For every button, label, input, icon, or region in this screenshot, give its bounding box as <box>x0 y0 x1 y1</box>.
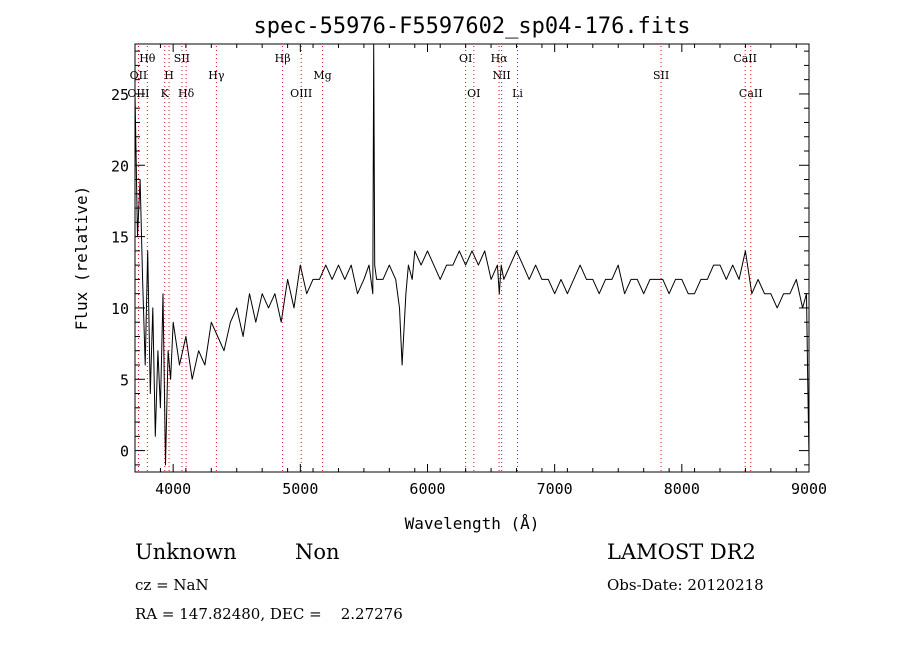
line-marker-label: NII <box>492 69 510 82</box>
survey-name: LAMOST DR2 <box>607 540 756 564</box>
y-tick-label: 10 <box>111 300 129 318</box>
series-group <box>134 43 810 466</box>
line-marker-label: OIII <box>290 87 312 100</box>
line-marker-label: H <box>164 69 174 82</box>
x-axis: 4000 5000 6000 7000 8000 9000 <box>134 44 827 498</box>
line-marker-label: SII <box>653 69 669 82</box>
line-marker-label: Li <box>512 87 523 100</box>
line-marker-label: OI <box>467 87 480 100</box>
spectral-subclass: Non <box>295 540 340 564</box>
line-marker-label: Hθ <box>139 52 156 65</box>
line-marker-label: SII <box>174 52 190 65</box>
y-tick-label: 0 <box>120 443 129 461</box>
y-tick-label: 5 <box>120 371 129 389</box>
sky-coordinates: RA = 147.82480, DEC = 2.27276 <box>135 605 403 623</box>
line-marker-label: OII <box>130 69 148 82</box>
x-tick-label: 9000 <box>791 480 827 498</box>
x-tick-label: 6000 <box>409 480 445 498</box>
x-tick-label: 5000 <box>282 480 318 498</box>
y-tick-label: 20 <box>111 157 129 175</box>
line-marker-label: Hβ <box>275 52 291 65</box>
chart-title: spec-55976-F5597602_sp04-176.fits <box>253 14 690 39</box>
line-marker-label: K <box>161 87 170 100</box>
plot-frame <box>134 43 810 473</box>
x-tick-label: 4000 <box>155 480 191 498</box>
spectral-class: Unknown <box>135 540 237 564</box>
line-marker-label: Hγ <box>208 69 225 82</box>
line-marker-label: CaII <box>739 87 763 100</box>
y-tick-label: 15 <box>111 229 129 247</box>
x-tick-label: 7000 <box>537 480 573 498</box>
y-axis: 0 5 10 15 20 25 <box>111 50 809 466</box>
x-axis-label: Wavelength (Å) <box>405 514 540 533</box>
line-marker-group <box>137 46 752 472</box>
y-tick-label: 25 <box>111 86 129 104</box>
line-marker-label: Mg <box>313 69 331 82</box>
x-tick-label: 8000 <box>664 480 700 498</box>
redshift-cz: cz = NaN <box>135 576 209 594</box>
line-marker-label: CaII <box>733 52 757 65</box>
line-marker-label: OI <box>459 52 472 65</box>
spectrum-line <box>134 43 810 466</box>
line-marker-label: Hδ <box>178 87 195 100</box>
line-marker-label: Hα <box>491 52 509 65</box>
y-axis-label: Flux (relative) <box>72 186 91 331</box>
observation-date: Obs-Date: 20120218 <box>607 576 764 594</box>
